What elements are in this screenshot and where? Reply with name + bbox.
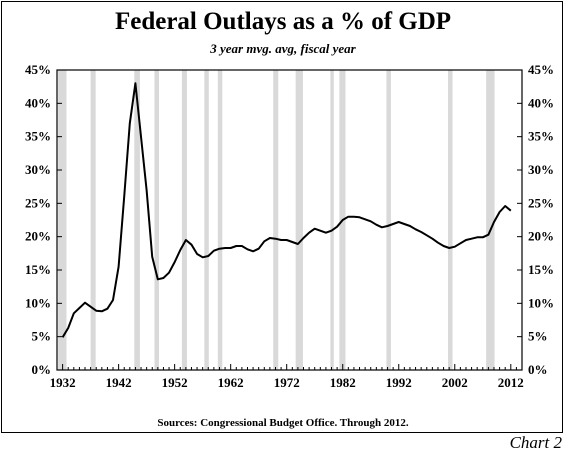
y-tick-label-left: 40% — [25, 95, 51, 110]
y-tick-label-right: 20% — [528, 229, 554, 244]
y-tick-label-left: 5% — [32, 329, 52, 344]
x-tick-label: 1962 — [218, 375, 244, 390]
y-tick-label-left: 20% — [25, 229, 51, 244]
chart-plot: 0% 0% 5% 5% 10% 10% 15% 15% 20% 20% 25% 25% 30% 30% 35… — [25, 62, 554, 390]
y-tick-label-right: 35% — [528, 129, 554, 144]
y-tick-label-left: 25% — [25, 195, 51, 210]
x-tick-label: 1952 — [162, 375, 188, 390]
y-tick-label-right: 10% — [528, 295, 554, 310]
x-tick-label: 1982 — [330, 375, 356, 390]
recession-band — [295, 70, 303, 370]
chart-subtitle: 3 year mvg. avg, fiscal year — [210, 41, 356, 56]
y-tick-label-left: 30% — [25, 162, 51, 177]
y-tick-label-right: 30% — [528, 162, 554, 177]
recession-band — [58, 70, 67, 370]
series-line-outlays — [61, 82, 512, 338]
recession-band — [448, 70, 453, 370]
chart-number-tag: Chart 2 — [509, 433, 562, 452]
recession-band — [217, 70, 223, 370]
chart-source-note: Sources: Congressional Budget Office. Th… — [157, 417, 409, 429]
recession-band — [330, 70, 334, 370]
x-tick-label: 1992 — [386, 375, 412, 390]
y-tick-label-left: 35% — [25, 129, 51, 144]
y-tick-label-left: 15% — [25, 262, 51, 277]
y-tick-label-left: 0% — [32, 362, 52, 377]
chart-frame: Federal Outlays as a % of GDP 3 year mvg… — [1, 1, 563, 433]
x-tick-label: 2012 — [498, 375, 524, 390]
recession-band — [386, 70, 391, 370]
y-tick-label-right: 40% — [528, 95, 554, 110]
x-tick-label: 1942 — [106, 375, 132, 390]
y-tick-label-right: 25% — [528, 195, 554, 210]
recession-band — [154, 70, 159, 370]
recession-band — [90, 70, 96, 370]
y-tick-label-right: 5% — [528, 329, 548, 344]
x-tick-label: 1932 — [50, 375, 76, 390]
plot-border — [56, 69, 523, 371]
y-tick-label-left: 45% — [25, 62, 51, 77]
recession-band — [204, 70, 209, 370]
chart-title: Federal Outlays as a % of GDP — [114, 8, 452, 35]
x-tick-label: 1972 — [274, 375, 300, 390]
y-tick-label-right: 15% — [528, 262, 554, 277]
x-tick-label: 2002 — [442, 375, 468, 390]
y-tick-label-right: 0% — [528, 362, 548, 377]
recession-band — [273, 70, 279, 370]
recession-band — [486, 70, 495, 370]
y-tick-label-left: 10% — [25, 295, 51, 310]
recession-band — [181, 70, 187, 370]
recession-band — [134, 70, 140, 370]
y-tick-label-right: 45% — [528, 62, 554, 77]
